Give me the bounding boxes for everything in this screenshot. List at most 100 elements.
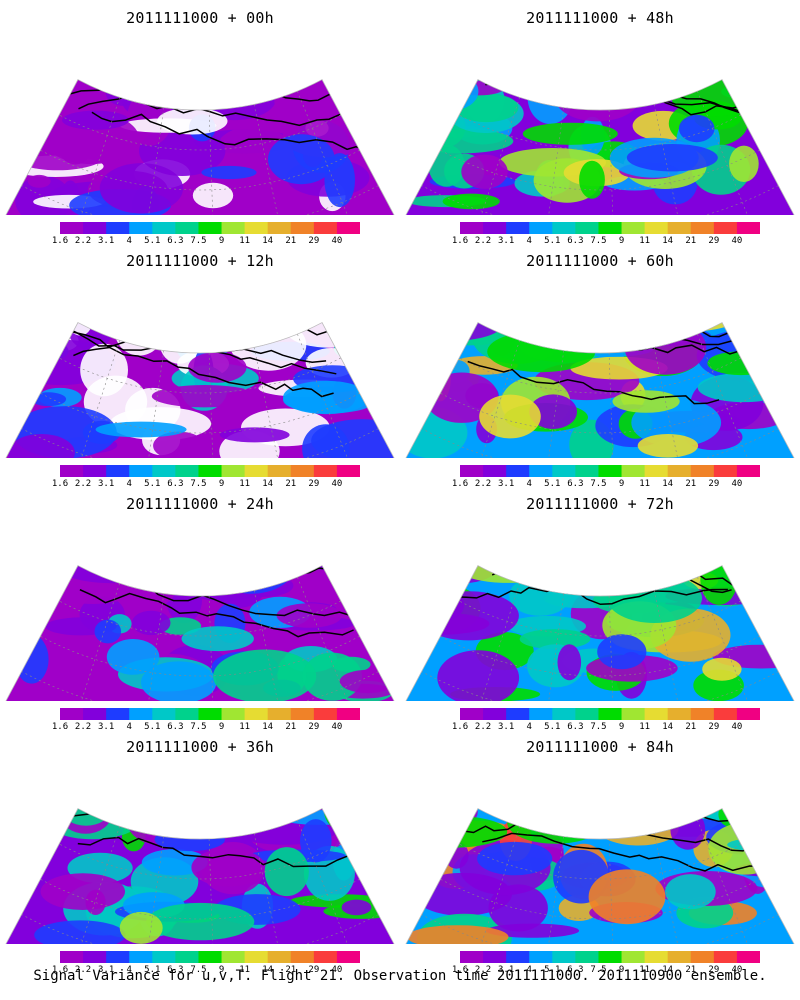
colorbar-tick-label: 5.1 (144, 965, 161, 975)
variance-blob (460, 273, 542, 311)
colorbar-tick-label: 4 (526, 479, 532, 489)
coastline (77, 836, 354, 868)
colorbar-tick-label: 2.2 (474, 722, 492, 732)
variance-blob (293, 759, 342, 796)
variance-blob (209, 777, 282, 802)
colorbar-swatch (290, 708, 315, 720)
variance-blob (729, 145, 759, 182)
panel-title: 2011111000 + 72h (526, 495, 674, 513)
colorbar (460, 465, 760, 477)
colorbar-tick-label: 6.3 (567, 965, 584, 975)
variance-blob (418, 591, 519, 641)
colorbar-tick-label: 7.5 (190, 236, 207, 246)
colorbar-tick-label: 9 (218, 722, 225, 732)
variance-blob (314, 322, 398, 325)
graticule-arc (421, 185, 779, 215)
variance-blob (529, 808, 571, 809)
colorbar-swatch (575, 708, 599, 720)
colorbar-swatch (244, 465, 269, 477)
colorbar-swatch (460, 951, 484, 963)
colorbar-tick-label: 29 (708, 479, 720, 489)
colorbar-swatch (690, 951, 715, 963)
graticule-line (608, 109, 615, 215)
colorbar-swatch (621, 951, 646, 963)
variance-blob (219, 808, 257, 811)
colorbar-tick-label: 3.1 (498, 722, 515, 732)
colorbar-tick-label: 4 (126, 236, 132, 246)
variance-blob (212, 565, 267, 608)
variance-map (402, 522, 798, 701)
map-outline (405, 808, 795, 944)
variance-blob (546, 79, 594, 81)
variance-blob (702, 657, 742, 681)
colorbar-tick-label: 6.3 (567, 236, 584, 246)
colorbar-tick-label: 14 (262, 236, 274, 246)
variance-blob (612, 298, 716, 311)
variance-blob (283, 380, 370, 415)
coastline (73, 346, 334, 398)
variance-blob (137, 808, 228, 821)
colorbar-swatch (106, 465, 130, 477)
colorbar-tick-label: 3.1 (498, 479, 515, 489)
colorbar-swatch (244, 708, 269, 720)
variance-blob (6, 79, 54, 118)
variance-blob (509, 30, 602, 71)
variance-blob (621, 522, 695, 564)
colorbar-tick-label: 40 (731, 236, 743, 246)
colorbar-tick-label: 11 (639, 236, 651, 246)
colorbar-tick-label: 29 (708, 965, 720, 975)
variance-blob (410, 128, 514, 154)
variance-blob (40, 873, 125, 910)
variance-map (5, 273, 398, 458)
colorbar-swatch (221, 222, 246, 234)
colorbar-swatch (644, 708, 669, 720)
graticule-arc (21, 914, 379, 944)
colorbar-swatch (60, 222, 84, 234)
graticule-line (697, 90, 758, 215)
colorbar-swatch (129, 708, 153, 720)
figure-caption: Signal Variance for u,v,T. Flight 21. Ob… (33, 968, 767, 984)
variance-blob (571, 533, 596, 549)
colorbar-swatch (483, 951, 507, 963)
coastline (467, 360, 720, 405)
map-panel: 2011111000 + 24h 1.6 2.2 3.1 4 5.1 6.3 7.5 9 11 14… (0, 486, 400, 732)
colorbar-swatch (621, 222, 646, 234)
variance-blob (197, 527, 284, 546)
coastline (78, 769, 376, 793)
colorbar-swatch (552, 465, 576, 477)
variance-blob (80, 343, 128, 397)
graticule-arc (459, 357, 741, 394)
variance-blob (333, 335, 398, 362)
coastline (67, 322, 334, 336)
map-outline (5, 79, 395, 215)
variance-blob (154, 808, 241, 815)
colorbar-swatch (713, 708, 738, 720)
colorbar-tick-label: 1.6 (451, 965, 469, 975)
variance-map (5, 79, 395, 215)
colorbar-swatch (244, 222, 269, 234)
colorbar (460, 708, 760, 720)
colorbar-swatch (336, 465, 360, 477)
variance-blob (428, 144, 465, 187)
variance-blob (485, 923, 580, 938)
variance-blob (132, 79, 197, 84)
variance-blob (402, 815, 508, 848)
colorbar-swatch (575, 222, 599, 234)
colorbar-tick-label: 11 (639, 722, 651, 732)
colorbar-tick-label: 6.3 (167, 722, 184, 732)
variance-blob (265, 273, 345, 301)
variance-blob (201, 165, 257, 180)
colorbar-tick-label: 1.6 (451, 479, 469, 489)
variance-blob (546, 565, 638, 586)
colorbar-swatch (175, 222, 199, 234)
colorbar-swatch (313, 951, 338, 963)
variance-blob (194, 565, 225, 566)
colorbar-swatch (552, 708, 576, 720)
colorbar-tick-label: 21 (685, 479, 697, 489)
variance-blob (619, 808, 653, 819)
colorbar-swatch (313, 708, 338, 720)
map-panel: 2011111000 + 84h 1.6 2.2 3.1 4 5.1 6.3 7.5 9 11 14… (400, 729, 800, 975)
variance-map (405, 30, 795, 215)
variance-blob (598, 812, 679, 846)
colorbar-tick-label: 4 (526, 722, 532, 732)
